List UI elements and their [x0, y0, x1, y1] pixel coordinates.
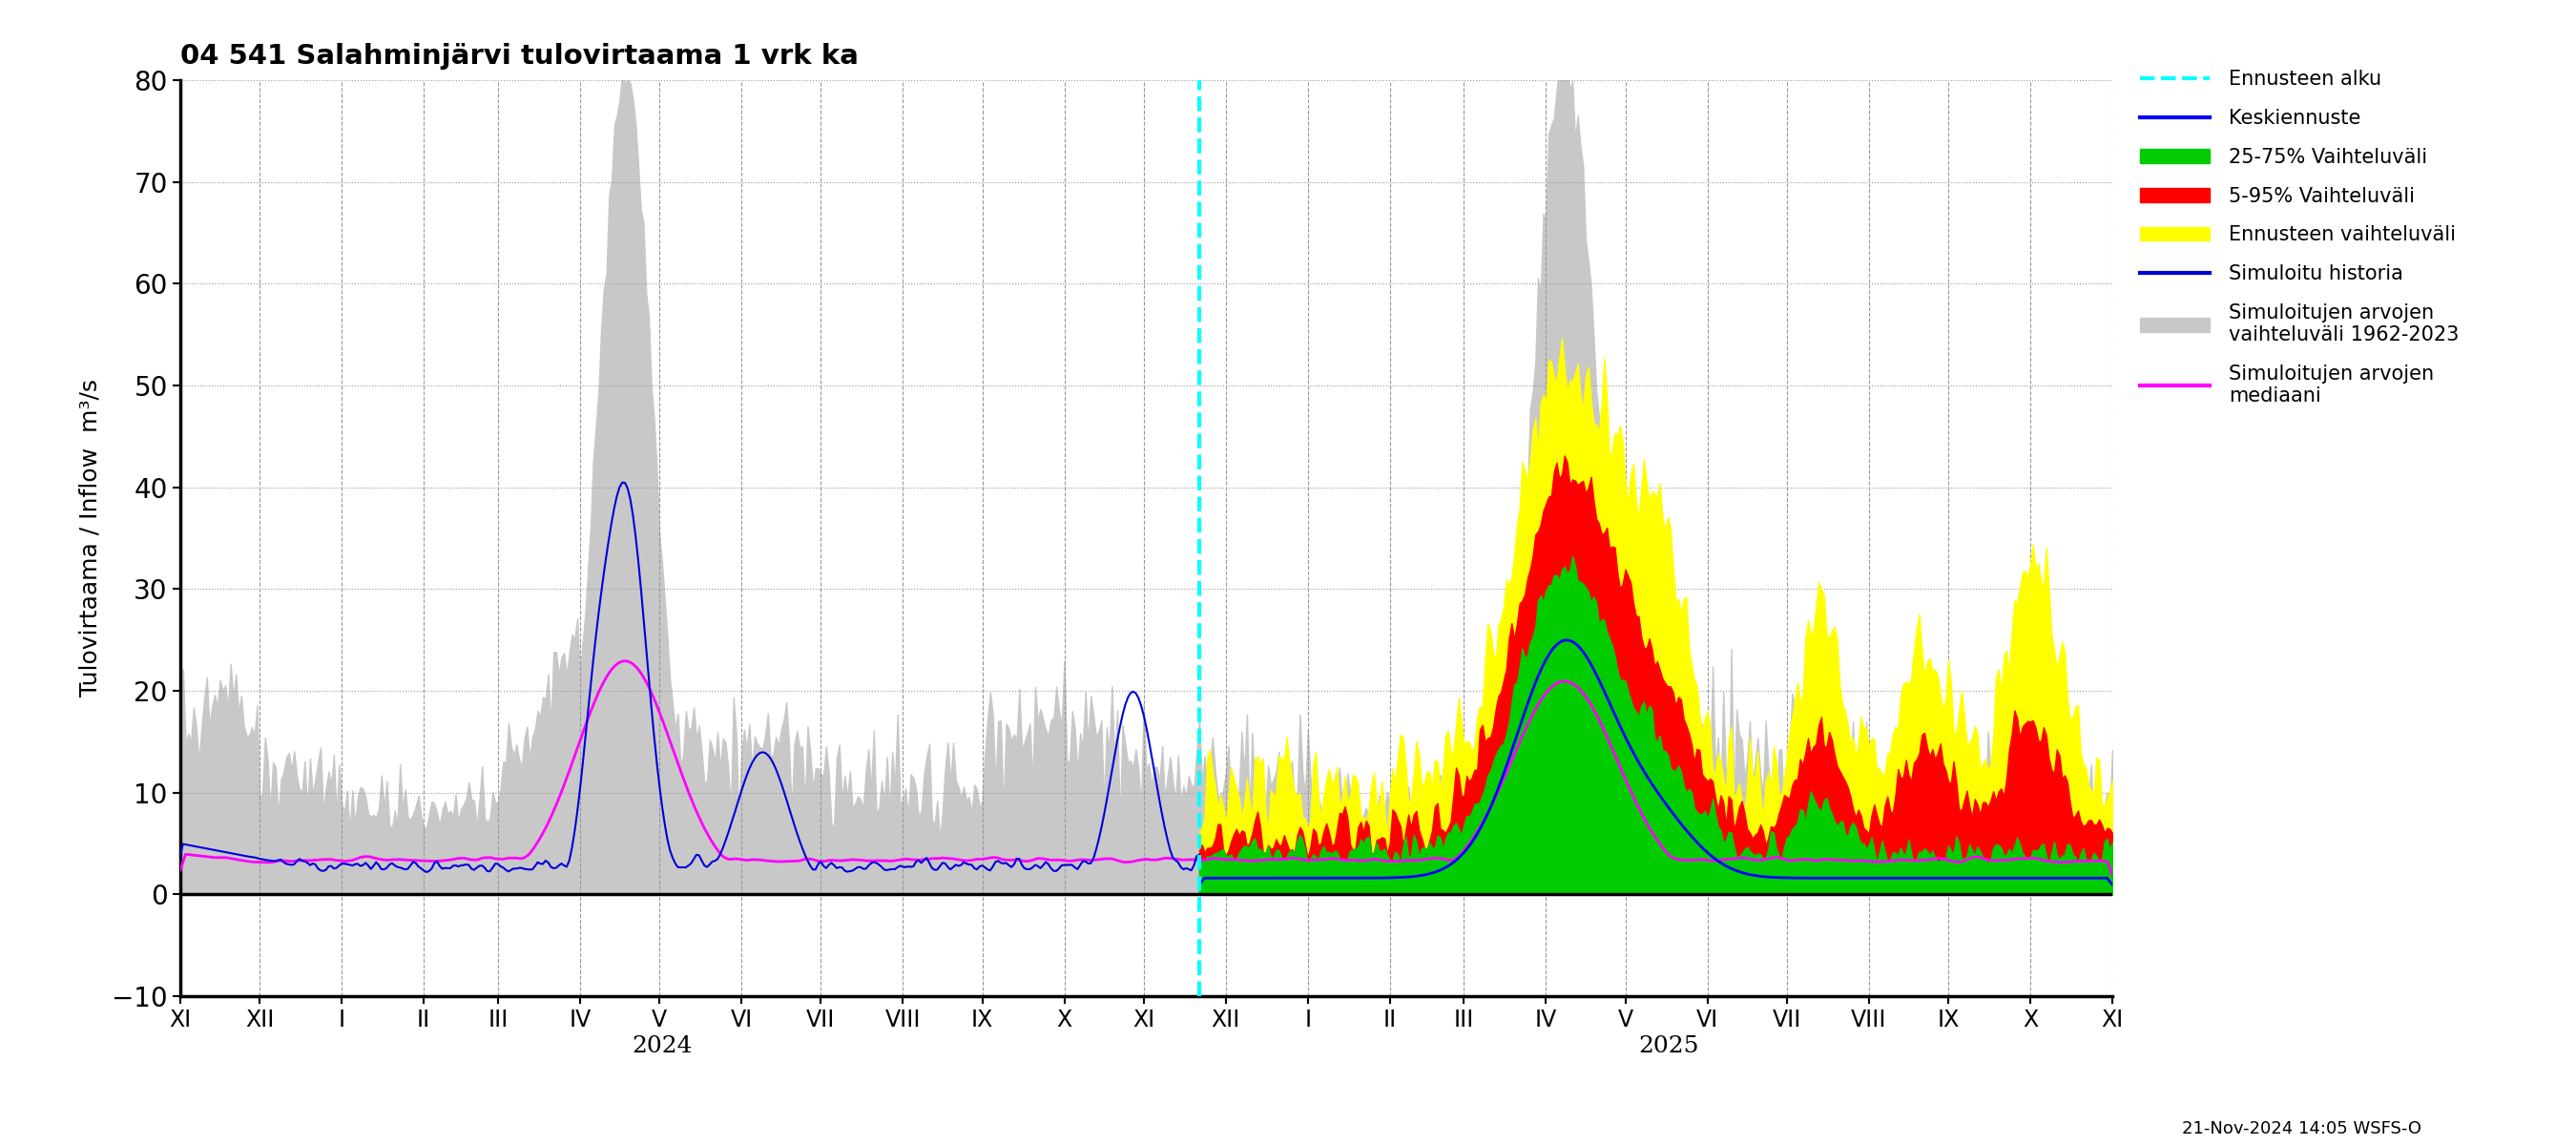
Text: 04 541 Salahminjärvi tulovirtaama 1 vrk ka: 04 541 Salahminjärvi tulovirtaama 1 vrk … [180, 44, 858, 70]
Text: 2024: 2024 [631, 1035, 693, 1057]
Y-axis label: Tulovirtaama / Inflow  m³/s: Tulovirtaama / Inflow m³/s [77, 379, 100, 697]
Text: 2025: 2025 [1638, 1035, 1700, 1057]
Text: 21-Nov-2024 14:05 WSFS-O: 21-Nov-2024 14:05 WSFS-O [2182, 1120, 2421, 1137]
Legend: Ennusteen alku, Keskiennuste, 25-75% Vaihteluväli, 5-95% Vaihteluväli, Ennusteen: Ennusteen alku, Keskiennuste, 25-75% Vai… [2133, 62, 2468, 413]
